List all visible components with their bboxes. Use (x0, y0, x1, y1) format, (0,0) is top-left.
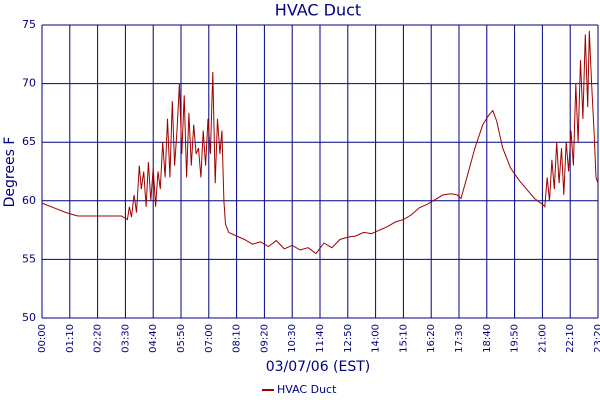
x-tick-label: 05:50 (176, 324, 187, 353)
x-tick-label: 21:00 (537, 324, 548, 353)
legend-label: HVAC Duct (277, 383, 337, 396)
x-tick-label: 15:10 (398, 324, 409, 353)
x-tick-label: 10:30 (287, 324, 298, 353)
x-tick-label: 23:20 (593, 324, 600, 353)
data-line (41, 30, 599, 255)
x-tick-label: 12:50 (343, 324, 354, 353)
x-tick-label: 19:50 (510, 324, 521, 353)
y-tick-label: 70 (22, 77, 36, 90)
y-tick-label: 60 (22, 194, 36, 207)
x-tick-label: 08:10 (232, 324, 243, 353)
x-tick-label: 09:20 (259, 324, 270, 353)
x-tick-label: 16:20 (426, 324, 437, 353)
x-tick-label: 03:30 (120, 324, 131, 353)
x-tick-label: 02:20 (93, 324, 104, 353)
y-tick-label: 75 (22, 18, 36, 31)
x-tick-label: 14:00 (371, 324, 382, 353)
x-tick-label: 01:10 (65, 324, 76, 353)
y-tick-label: 50 (22, 311, 36, 324)
x-tick-label: 22:10 (565, 324, 576, 353)
y-tick-label: 55 (22, 252, 36, 265)
x-tick-label: 04:40 (148, 324, 159, 353)
x-tick-label: 00:00 (37, 324, 48, 353)
y-tick-label: 65 (22, 135, 36, 148)
x-tick-label: 07:00 (204, 324, 215, 353)
x-tick-label: 17:30 (454, 324, 465, 353)
x-tick-label: 18:40 (482, 324, 493, 353)
y-axis-label: Degrees F (2, 137, 18, 208)
x-tick-label: 11:40 (315, 324, 326, 353)
chart-title: HVAC Duct (275, 1, 361, 20)
x-axis-label: 03/07/06 (EST) (266, 359, 371, 375)
